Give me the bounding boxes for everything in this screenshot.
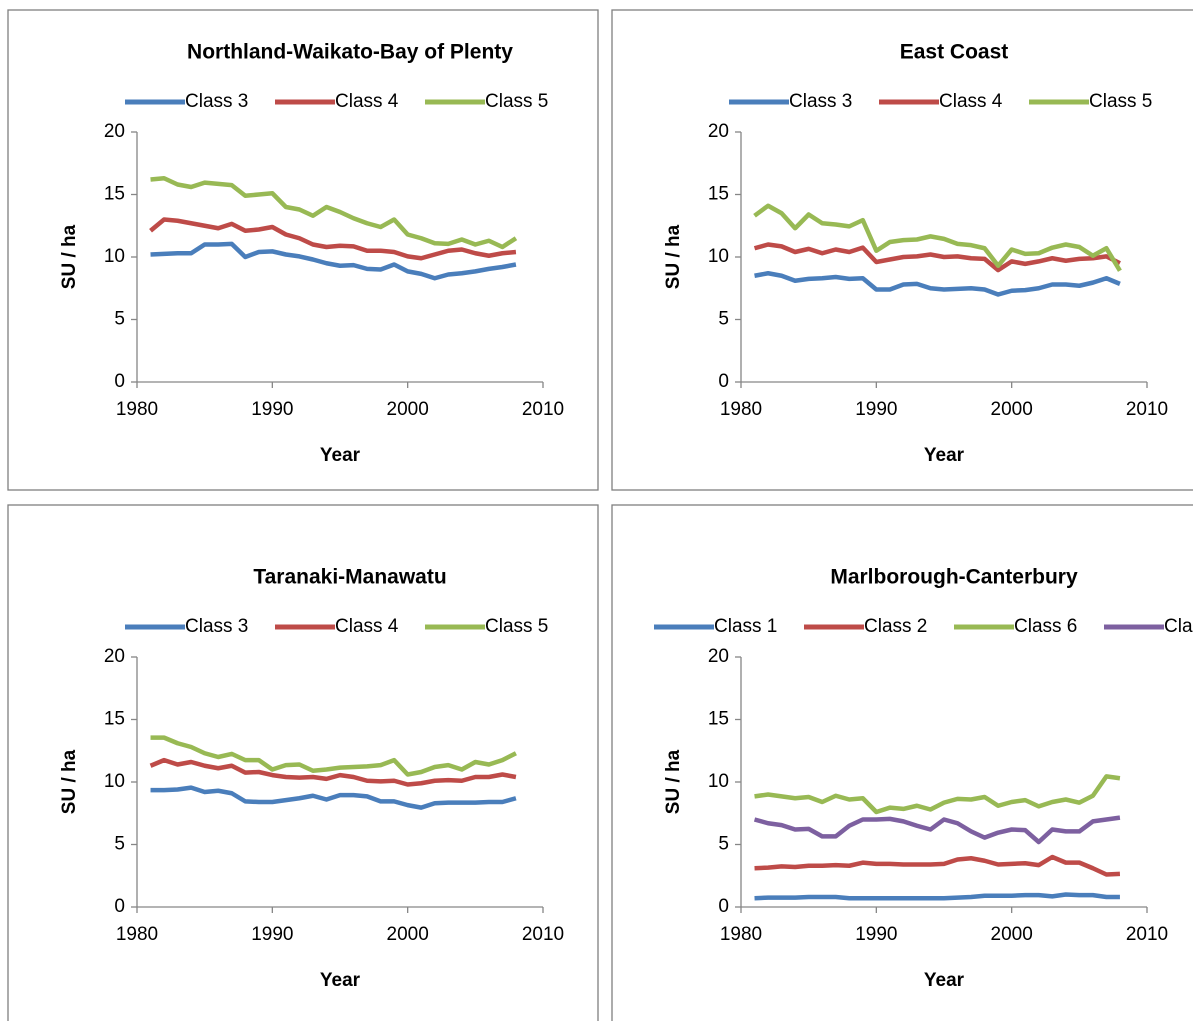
chart-title: Taranaki-Manawatu [253,566,446,589]
legend-label: Class 5 [1089,91,1152,112]
series-line [149,217,517,261]
y-tick-label: 5 [114,309,125,330]
chart-title: East Coast [900,41,1009,64]
legend-label: Class 4 [939,91,1003,112]
x-axis-title: Year [924,445,965,466]
x-tick-label: 2010 [1126,924,1168,945]
legend-label: Class 3 [185,616,248,637]
y-tick-label: 20 [104,646,125,667]
legend-label: Class 4 [335,91,399,112]
x-tick-label: 1990 [855,399,897,420]
legend-label: Class 6 [1014,616,1077,637]
legend-label: Class 3 [185,91,248,112]
y-tick-label: 15 [708,709,729,730]
x-tick-label: 2010 [1126,399,1168,420]
x-tick-label: 1980 [720,924,762,945]
y-tick-label: 5 [114,834,125,855]
x-axis-title: Year [320,445,361,466]
legend-label: Class 5 [485,91,548,112]
x-tick-label: 1980 [116,399,158,420]
y-tick-label: 0 [114,371,125,392]
y-axis-title: SU / ha [59,749,80,814]
x-tick-label: 2010 [522,399,564,420]
series-line [754,271,1121,297]
x-tick-label: 2010 [522,924,564,945]
legend-label: Class 4 [335,616,399,637]
series-line [754,892,1120,901]
x-tick-label: 2000 [991,924,1033,945]
y-tick-label: 10 [708,246,729,267]
legend-label: Class 1 [714,616,777,637]
panel-frame [7,9,599,491]
y-tick-label: 15 [708,184,729,205]
chart: Taranaki-Manawatu Class 3 Class 4 Class 5 0 5… [59,566,564,991]
y-tick-label: 20 [708,121,729,142]
legend-label: Class 3 [789,91,852,112]
y-tick-label: 10 [104,246,125,267]
y-tick-label: 5 [718,309,729,330]
y-tick-label: 10 [104,771,125,792]
y-tick-label: 0 [718,371,729,392]
panel-frame [611,9,1193,491]
legend-label: Class 8 [1164,616,1193,637]
series-line [150,735,517,777]
series-line [149,757,517,787]
series-line [754,774,1121,815]
legend-label: Class 5 [485,616,548,637]
series-line [754,854,1121,877]
y-tick-label: 0 [114,896,125,917]
series-line [753,242,1121,273]
series-line [753,203,1122,272]
y-axis-title: SU / ha [59,224,80,289]
series-line [150,176,518,250]
y-tick-label: 15 [104,184,125,205]
panel-frame [7,504,599,1021]
x-axis-title: Year [924,970,965,991]
y-tick-label: 20 [708,646,729,667]
series-line [150,241,517,281]
y-axis-title: SU / ha [663,224,684,289]
panel-frame [611,504,1193,1021]
x-tick-label: 1980 [116,924,158,945]
y-axis-title: SU / ha [663,749,684,814]
chart-title: Marlborough-Canterbury [830,566,1078,589]
y-tick-label: 20 [104,121,125,142]
x-tick-label: 1990 [855,924,897,945]
y-tick-label: 0 [718,896,729,917]
x-tick-label: 1980 [720,399,762,420]
chart: Marlborough-Canterbury Class 1 Class 2 Clas… [654,566,1193,991]
x-tick-label: 2000 [387,924,429,945]
legend-label: Class 2 [864,616,927,637]
x-tick-label: 2000 [387,399,429,420]
chart: Northland-Waikato-Bay of Plenty Class 3 Cl… [59,41,564,466]
y-tick-label: 10 [708,771,729,792]
y-tick-label: 15 [104,709,125,730]
y-tick-label: 5 [718,834,729,855]
x-axis-title: Year [320,970,361,991]
x-tick-label: 1990 [251,399,293,420]
series-line [753,815,1121,845]
chart-title: Northland-Waikato-Bay of Plenty [187,41,513,64]
x-tick-label: 1990 [251,924,293,945]
series-line [150,785,517,810]
x-tick-label: 2000 [991,399,1033,420]
